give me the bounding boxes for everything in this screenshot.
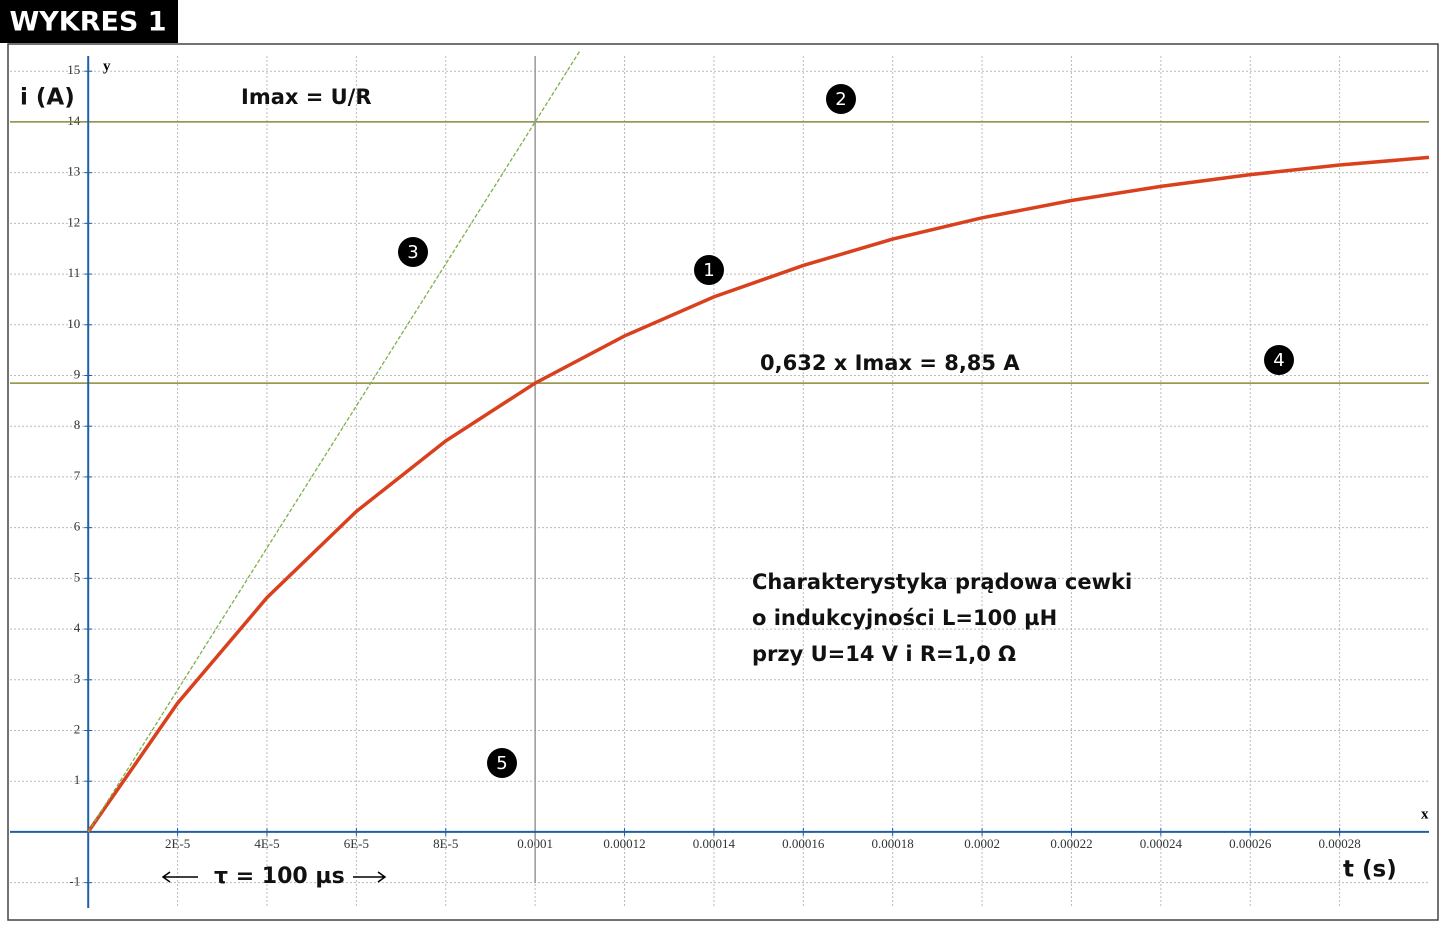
marker-label: 1 [703,260,714,281]
annotation: o indukcyjności L=100 µH [752,606,1057,630]
marker-label: 2 [835,89,846,110]
marker: 2 [826,84,856,114]
x-tick-label: 0.00014 [693,836,736,851]
x-tick-label: 0.00012 [603,836,645,851]
line [87,50,581,833]
annotation: τ = 100 µs [214,864,345,889]
y-tick-label: 13 [67,164,80,179]
y-tick-label: 2 [74,721,81,736]
marker: 3 [398,237,428,267]
y-tick-label: 5 [74,569,81,584]
y-tick-label: 3 [74,671,81,686]
marker: 4 [1264,345,1294,375]
marker-label: 4 [1273,350,1284,371]
x-tick-label: 0.00028 [1318,836,1360,851]
y-tick-label: 8 [74,417,81,432]
x-tick-label: 6E-5 [344,836,369,851]
frame [7,43,1439,921]
y-tick-label: 9 [74,366,81,381]
y-tick-label: 10 [67,316,80,331]
y-tick-label: 6 [74,519,81,534]
x-tick-label: 0.0002 [964,836,1000,851]
x-tick-label: 4E-5 [254,836,279,851]
line [86,155,1430,833]
x-tick-label: 0.00016 [782,836,825,851]
x-tick-label: 8E-5 [433,836,458,851]
y-tick-label: 11 [68,265,81,280]
y-label: i (A) [20,85,75,111]
chart-title: WYKRES 1 [9,7,166,38]
marker: 5 [487,748,517,778]
x-tick-label: 2E-5 [165,836,190,851]
marker-label: 3 [407,242,418,263]
annotation: Imax = U/R [241,85,372,109]
marker: 1 [694,255,724,285]
marker-label: 5 [496,753,507,774]
x-tick-label: 0.00018 [872,836,914,851]
x-tick-label: 0.00024 [1140,836,1183,851]
x-label: t (s) [1343,857,1397,883]
annotation: Charakterystyka prądowa cewki [752,570,1132,594]
tau-arrows [161,871,387,883]
y-tick-label: 1 [74,772,81,787]
plot: 2E-5 4E-5 6E-5 8E-5 0.0001 0.00012 0.00014 0.00… [10,50,1430,908]
y-tick-label: -1 [69,874,80,889]
y-axis-name: y [103,58,111,74]
y-tick-label: 15 [67,62,80,77]
title-box [0,0,178,43]
y-tick-label: 4 [74,620,81,635]
x-axis-name: x [1421,806,1429,822]
annotation: przy U=14 V i R=1,0 Ω [752,642,1016,666]
annotation: 0,632 x Imax = 8,85 A [760,351,1020,375]
y-tick-label: 7 [74,468,81,483]
x-tick-label: 0.00026 [1229,836,1272,851]
y-tick-label: 12 [67,214,80,229]
y-tick-label: 14 [67,113,81,128]
x-tick-label: 0.00022 [1050,836,1092,851]
